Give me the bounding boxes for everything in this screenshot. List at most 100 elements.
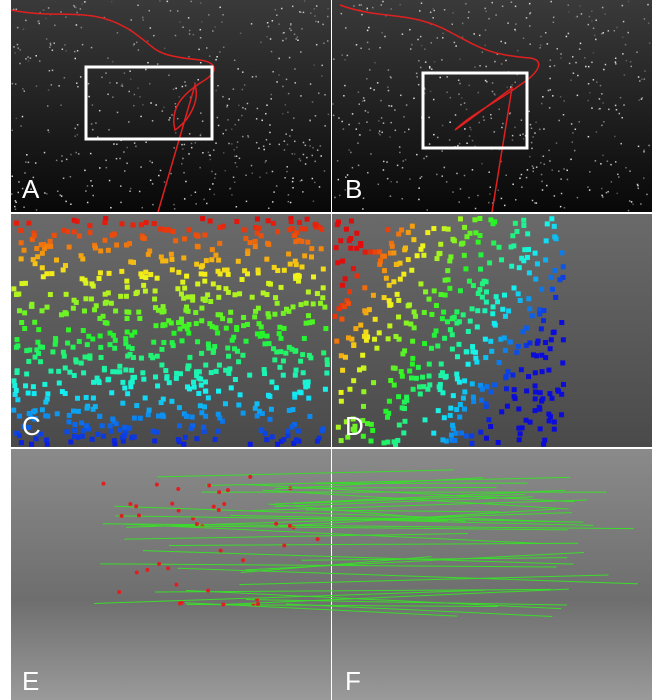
depth-point (451, 393, 456, 398)
depth-point (108, 331, 113, 336)
depth-point (155, 354, 160, 359)
point (602, 7, 604, 9)
point (168, 119, 170, 121)
depth-point (80, 434, 85, 439)
panel-a-image (11, 0, 331, 212)
depth-point (119, 221, 124, 226)
point (611, 181, 613, 183)
point (140, 166, 142, 168)
point (273, 191, 275, 193)
depth-point (159, 363, 164, 368)
depth-point (464, 234, 469, 239)
depth-point (496, 440, 501, 445)
point (191, 1, 193, 3)
depth-point (84, 423, 89, 428)
point (164, 181, 166, 183)
point (147, 40, 149, 42)
depth-point (336, 425, 341, 430)
point (560, 57, 562, 59)
point (581, 13, 583, 15)
depth-point (550, 287, 555, 292)
point (303, 142, 305, 144)
keypoint (274, 522, 278, 526)
depth-point (340, 259, 345, 264)
depth-point (126, 310, 131, 315)
point (38, 20, 40, 22)
depth-point (217, 363, 222, 368)
depth-point (199, 306, 204, 311)
depth-point (363, 250, 368, 255)
point (206, 47, 208, 49)
point (286, 79, 288, 81)
point (162, 110, 164, 112)
depth-point (467, 279, 472, 284)
depth-point (273, 295, 278, 300)
depth-point (533, 396, 538, 401)
depth-point (382, 268, 387, 273)
depth-point (538, 426, 543, 431)
point (16, 9, 18, 11)
depth-point (510, 233, 515, 238)
point (542, 156, 544, 158)
depth-point (199, 318, 204, 323)
depth-point (303, 380, 308, 385)
depth-point (311, 274, 316, 279)
depth-point (483, 337, 488, 342)
point (35, 55, 37, 57)
depth-point (189, 426, 194, 431)
point (368, 48, 370, 50)
point (217, 117, 219, 119)
point (602, 155, 604, 157)
point (44, 152, 46, 154)
depth-point (216, 258, 221, 263)
depth-point (139, 356, 144, 361)
depth-point (391, 365, 396, 370)
point (200, 2, 202, 4)
point (209, 55, 211, 57)
depth-point (320, 295, 325, 300)
depth-point (334, 339, 339, 344)
depth-point (439, 362, 444, 367)
depth-point (255, 331, 260, 336)
point (425, 61, 427, 63)
point (608, 109, 610, 111)
point (485, 11, 487, 13)
depth-point (526, 296, 531, 301)
depth-point (340, 283, 345, 288)
depth-point (223, 401, 228, 406)
depth-point (305, 217, 310, 222)
point (591, 107, 593, 109)
point (319, 186, 321, 188)
depth-point (14, 221, 19, 226)
depth-point (143, 395, 148, 400)
point (390, 76, 392, 78)
point (588, 24, 590, 26)
depth-point (400, 374, 405, 379)
depth-point (97, 316, 102, 321)
point (168, 75, 170, 77)
point (88, 83, 90, 85)
point (529, 13, 531, 15)
depth-point (65, 341, 70, 346)
depth-point (238, 392, 243, 397)
depth-point (382, 295, 387, 300)
point (539, 129, 541, 131)
depth-point (292, 392, 297, 397)
point (627, 32, 629, 34)
point (531, 148, 533, 150)
depth-point (45, 305, 50, 310)
depth-point (470, 344, 475, 349)
point (11, 193, 13, 195)
point (358, 165, 360, 167)
depth-point (74, 359, 79, 364)
depth-point (236, 259, 241, 264)
depth-point (214, 369, 219, 374)
point (429, 143, 431, 145)
depth-point (484, 300, 489, 305)
point (629, 200, 631, 202)
depth-point (487, 260, 492, 265)
point (433, 134, 435, 136)
point (567, 179, 569, 181)
depth-point (91, 395, 96, 400)
depth-point (384, 276, 389, 281)
